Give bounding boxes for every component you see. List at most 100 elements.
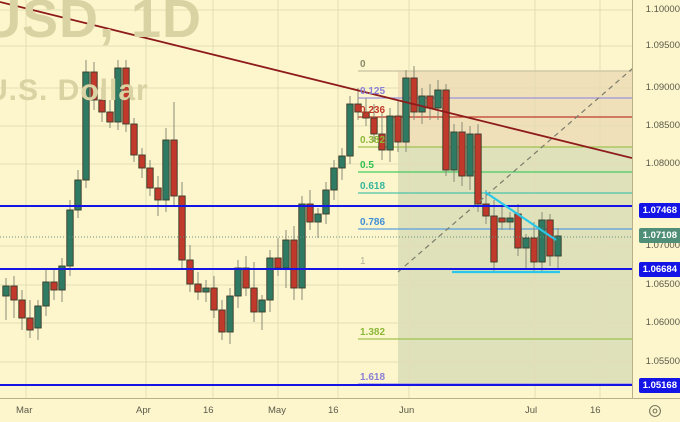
price-tag-resistance[interactable]: 1.07468 [638,203,680,218]
candle-body [90,71,98,101]
price-tag-support[interactable]: 1.06684 [638,262,680,277]
candle-body [386,115,394,151]
candle-body [18,299,26,319]
candle-body [538,219,546,263]
candle-body [202,287,210,293]
price-tick-label: 1.10000 [645,4,680,15]
candle-body [514,213,522,249]
candle-body [42,281,50,307]
candle-body [434,89,442,109]
candle-body [26,317,34,331]
candle-body [338,155,346,169]
price-tag-last-price[interactable]: 1.07108 [638,228,680,243]
time-tick-label: 16 [590,405,601,416]
candle-body [450,131,458,171]
candle-body [194,283,202,293]
candle-body [306,203,314,223]
candle-body [554,235,562,257]
price-tick-label: 1.08000 [645,158,680,169]
time-tick-label: Apr [136,405,151,416]
candle-body [258,299,266,313]
candle-body [2,285,10,297]
cyan-descending-trendline[interactable] [484,191,557,241]
candle-body [146,167,154,189]
fib-zone [398,147,632,384]
candle-body [218,309,226,333]
candle-body [82,71,90,181]
candle-body [442,89,450,171]
candle-body [354,103,362,113]
candle-body [490,215,498,263]
candle-body [162,139,170,201]
fib-label-1-382: 1.382 [360,327,386,338]
candle-body [458,131,466,177]
candle-body [234,267,242,297]
price-tick-label: 1.07000 [645,240,680,251]
candle-body [410,77,418,113]
candle-body [178,195,186,261]
candle-body [506,217,514,223]
price-tick-label: 1.06000 [645,317,680,328]
gear-icon[interactable] [648,404,662,418]
price-tick-label: 1.06500 [645,279,680,290]
candle-body [74,179,82,211]
fib-label-0-786: 0.786 [360,217,386,228]
time-tick-label: Jun [399,405,415,416]
time-tick-label: May [268,405,286,416]
candle-body [370,117,378,135]
fib-label-0-125: 0.125 [360,86,386,97]
fib-label-0-236: 0.236 [360,105,386,116]
time-tick-label: Jul [525,405,538,416]
fib-label-0: 0 [360,59,366,70]
candle-body [314,213,322,223]
candle-body [34,305,42,329]
candle-body [98,99,106,113]
chart-plot-area[interactable]: USD, 1D U.S. Dollar 0 0.125 0.236 0.382 0.5 0… [0,0,632,398]
candle-body [282,239,290,269]
candle-body [290,239,298,289]
candle-body [66,209,74,267]
candle-body [346,103,354,157]
candle-body [402,77,410,143]
candle-body [498,217,506,223]
candle-body [226,295,234,333]
candle-body [362,111,370,119]
time-tick-label: Mar [16,405,33,416]
candle-body [394,115,402,143]
price-tick-label: 1.09000 [645,82,680,93]
fib-label-0-618: 0.618 [360,181,386,192]
price-tick-label: 1.05500 [645,356,680,367]
candle-body [250,287,258,313]
price-axis[interactable]: 1.10000 1.09500 1.09000 1.08500 1.08000 1.070… [632,0,680,398]
candle-body [298,203,306,289]
price-tick-label: 1.09500 [645,40,680,51]
chart-canvas [0,0,632,398]
candle-body [474,133,482,205]
candle-body [330,167,338,191]
candle-body [186,259,194,285]
candle-body [530,237,538,263]
candle-body [58,265,66,291]
candle-body [426,95,434,109]
candle-body [378,133,386,151]
fib-label-1-618: 1.618 [360,372,386,383]
price-tag-support[interactable]: 1.05168 [638,378,680,393]
descending-resistance[interactable] [0,1,632,159]
candle-body [274,257,282,269]
candle-body [138,154,146,169]
candle-body [322,189,330,215]
time-axis[interactable]: Mar Apr 16 May 16 Jun Jul 16 [0,398,680,422]
candle-body [242,267,250,289]
candle-body [522,237,530,249]
candle-body [170,139,178,197]
candle-body [466,133,474,177]
candle-body [130,123,138,156]
candle-body [114,67,122,123]
candle-body [482,203,490,217]
time-tick-label: 16 [203,405,214,416]
candle-body [106,111,114,123]
fib-label-0-382: 0.382 [360,135,386,146]
price-tick-label: 1.08500 [645,120,680,131]
candle-body [210,287,218,311]
